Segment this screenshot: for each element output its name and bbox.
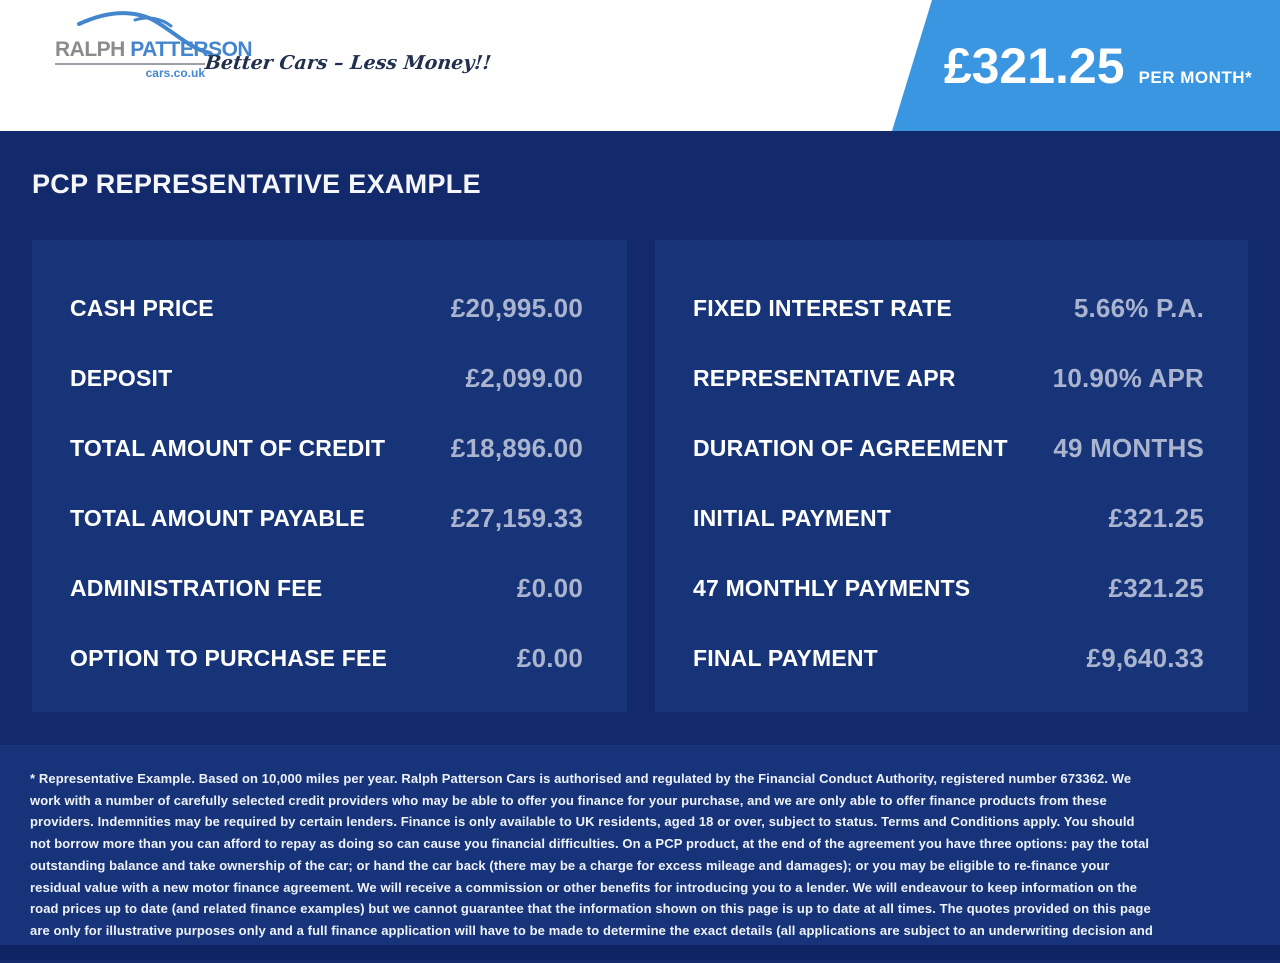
finance-row: FIXED INTEREST RATE 5.66% P.A. [693,273,1204,343]
finance-row: ADMINISTRATION FEE £0.00 [70,553,583,623]
page-title: PCP REPRESENTATIVE EXAMPLE [32,169,481,199]
finance-row-value: £2,099.00 [465,362,583,393]
finance-row: DURATION OF AGREEMENT 49 MONTHS [693,413,1204,483]
dealer-name: RALPH PATTERSON [55,38,253,65]
finance-row-value: £321.25 [1108,502,1204,533]
bottom-bar [0,945,1280,960]
finance-row: 47 MONTHLY PAYMENTS £321.25 [693,553,1204,623]
disclaimer-text: * Representative Example. Based on 10,00… [30,771,1153,960]
finance-row-label: FINAL PAYMENT [693,644,878,671]
finance-row-value: £18,896.00 [450,432,583,463]
finance-row-label: FIXED INTEREST RATE [693,294,952,321]
finance-row-label: INITIAL PAYMENT [693,504,892,531]
finance-row: TOTAL AMOUNT OF CREDIT £18,896.00 [70,413,583,483]
dealer-tagline: Better Cars – Less Money!! [203,52,493,74]
finance-row-value: 10.90% APR [1052,362,1204,393]
page-header: RALPH PATTERSON cars.co.uk Better Cars –… [0,0,1280,131]
finance-row: DEPOSIT £2,099.00 [70,343,583,413]
finance-row-label: DEPOSIT [70,364,173,391]
finance-row-value: £0.00 [516,572,583,603]
finance-row-label: TOTAL AMOUNT PAYABLE [70,504,365,531]
monthly-price-banner: £321.25 PER MONTH* [892,0,1280,131]
dealer-domain: cars.co.uk [145,66,205,80]
finance-row: OPTION TO PURCHASE FEE £0.00 [70,623,583,693]
disclaimer-section: * Representative Example. Based on 10,00… [0,745,1280,960]
finance-row-value: £321.25 [1108,572,1204,603]
finance-row-label: ADMINISTRATION FEE [70,574,323,601]
finance-row: TOTAL AMOUNT PAYABLE £27,159.33 [70,483,583,553]
finance-row-label: 47 MONTHLY PAYMENTS [693,574,971,601]
dealer-name-last: PATTERSON [130,38,253,61]
finance-row-value: £20,995.00 [450,292,583,323]
finance-panel-right: FIXED INTEREST RATE 5.66% P.A. REPRESENT… [655,240,1248,712]
finance-row-value: £9,640.33 [1086,642,1204,673]
finance-row-label: TOTAL AMOUNT OF CREDIT [70,434,386,461]
finance-row-value: £0.00 [516,642,583,673]
finance-row: REPRESENTATIVE APR 10.90% APR [693,343,1204,413]
finance-row: CASH PRICE £20,995.00 [70,273,583,343]
dealer-name-first: RALPH [55,38,125,61]
pcp-example-section: PCP REPRESENTATIVE EXAMPLE CASH PRICE £2… [0,131,1280,745]
dealer-logo: RALPH PATTERSON cars.co.uk [55,11,253,80]
finance-row-value: £27,159.33 [450,502,583,533]
monthly-price-amount: £321.25 [943,37,1125,94]
finance-row-label: OPTION TO PURCHASE FEE [70,644,388,671]
car-swoosh-icon [77,11,212,55]
finance-row: INITIAL PAYMENT £321.25 [693,483,1204,553]
finance-row-label: REPRESENTATIVE APR [693,364,956,391]
finance-row-value: 49 MONTHS [1053,432,1204,463]
finance-row-label: DURATION OF AGREEMENT [693,434,1008,461]
finance-row: FINAL PAYMENT £9,640.33 [693,623,1204,693]
finance-panel-left: CASH PRICE £20,995.00 DEPOSIT £2,099.00 … [32,240,627,712]
finance-row-value: 5.66% P.A. [1073,292,1204,323]
monthly-price: £321.25 PER MONTH* [944,37,1252,95]
monthly-price-suffix: PER MONTH* [1138,67,1253,87]
finance-row-label: CASH PRICE [70,294,214,321]
